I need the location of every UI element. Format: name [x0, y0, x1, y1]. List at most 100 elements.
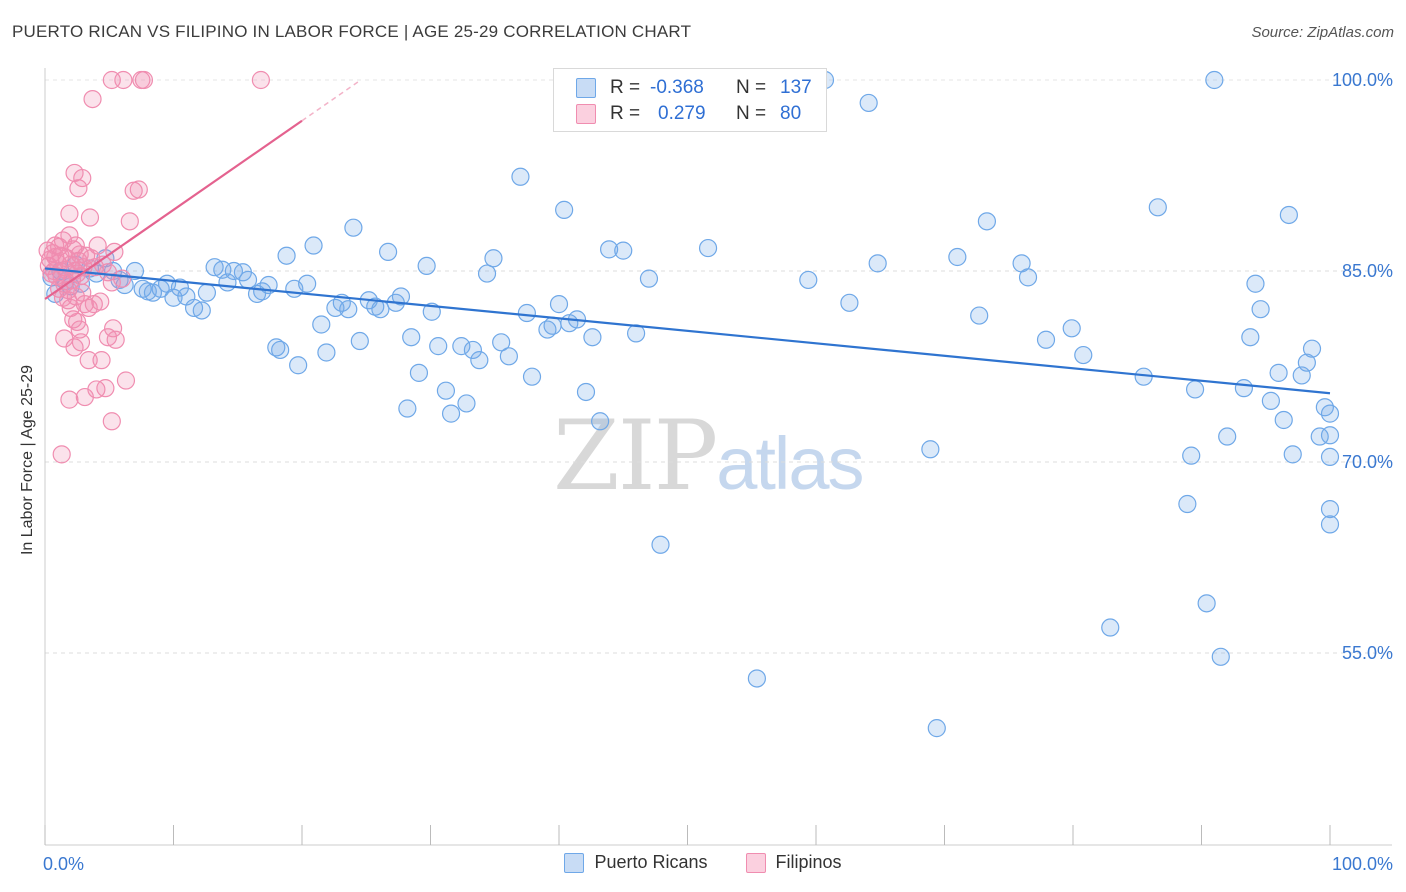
puerto-rican-point [312, 315, 331, 334]
puerto-rican-point [576, 382, 596, 402]
puerto-rican-point [366, 297, 385, 316]
puerto-rican-point [868, 254, 887, 273]
filipino-point [86, 258, 105, 277]
x-tick-label: 0.0% [43, 854, 84, 874]
puerto-rican-point [271, 340, 290, 360]
filipino-point [116, 371, 136, 390]
legend-n-label: N = [736, 77, 767, 98]
grid-lines [45, 79, 1392, 654]
correlation-legend: R = -0.368 N = 137 R = 0.279 N = 80 [553, 68, 827, 132]
puerto-rican-point [1205, 70, 1224, 90]
filipino-point [129, 180, 148, 199]
puerto-rican-point [517, 303, 536, 323]
puerto-rican-point [1062, 319, 1081, 338]
filipino-point [120, 212, 139, 231]
legend-item-label: Filipinos [775, 852, 842, 872]
puerto-rican-point [1178, 494, 1197, 514]
puerto-rican-point [402, 328, 421, 347]
puerto-rican-point [457, 394, 476, 413]
filipino-point [96, 379, 115, 398]
filipino-point [60, 390, 79, 409]
puerto-rican-point [927, 719, 946, 738]
legend-n-value: 137 [780, 77, 812, 98]
puerto-rican-point [417, 256, 436, 276]
puerto-rican-point [555, 200, 574, 219]
puerto-rican-point [1182, 446, 1201, 465]
filipino-point [82, 249, 101, 268]
puerto-rican-point [429, 337, 448, 356]
puerto-rican-point [1320, 404, 1340, 423]
puerto-rican-point [470, 351, 489, 370]
puerto-rican-point [1320, 426, 1340, 445]
puerto-rican-point [391, 287, 411, 306]
puerto-rican-point [350, 331, 369, 351]
puerto-rican-point [511, 167, 530, 186]
puerto-rican-point [639, 269, 659, 288]
puerto-rican-point [409, 363, 429, 382]
puerto-rican-point [799, 270, 818, 290]
legend-item-filipinos: Filipinos [745, 852, 842, 873]
filipino-point [106, 330, 125, 349]
tick-labels: 55.0% 70.0% 85.0% 100.0% 0.0% 100.0% [43, 70, 1393, 874]
puerto-rican-point [317, 343, 336, 362]
filipino-point [71, 333, 91, 352]
puerto-rican-point [371, 300, 390, 319]
puerto-ricans-points [42, 70, 1340, 738]
puerto-rican-point [1274, 410, 1293, 430]
filipino-point [60, 226, 79, 245]
filipino-point [60, 204, 79, 223]
puerto-rican-point [277, 246, 296, 265]
filipino-point [66, 236, 85, 255]
puerto-rican-point [164, 288, 183, 307]
puerto-rican-point [452, 337, 471, 356]
puerto-rican-point [441, 404, 461, 423]
puerto-rican-point [398, 399, 417, 418]
filipino-point [52, 445, 71, 464]
puerto-rican-point [1036, 330, 1056, 349]
y-axis-label: In Labor Force | Age 25-29 [19, 364, 36, 556]
puerto-ricans-trend-line [44, 267, 1331, 395]
puerto-rican-point [1246, 274, 1265, 293]
puerto-rican-point [1251, 300, 1270, 319]
filipino-point [69, 179, 88, 198]
filipino-point [92, 351, 111, 370]
puerto-rican-point [1241, 328, 1260, 347]
axes [44, 68, 1392, 846]
filipino-point [114, 70, 133, 90]
legend-r-label: R = [610, 103, 641, 124]
puerto-rican-point [1320, 515, 1340, 534]
legend-swatch-pink [745, 852, 766, 873]
puerto-rican-point [1297, 353, 1316, 372]
puerto-rican-point [840, 293, 859, 312]
puerto-rican-point [977, 212, 997, 231]
puerto-rican-point [1320, 447, 1340, 467]
puerto-rican-point [1261, 391, 1280, 410]
puerto-rican-point [1283, 445, 1302, 464]
filipino-point [112, 269, 132, 288]
trend-lines [44, 80, 1331, 395]
puerto-rican-point [614, 241, 633, 260]
puerto-rican-point [698, 238, 718, 258]
legend-swatch-blue [564, 852, 585, 873]
filipino-point [73, 283, 92, 302]
series-legend: Puerto Ricans Filipinos [0, 852, 1406, 873]
filipino-point [104, 319, 123, 338]
puerto-rican-point [1211, 647, 1230, 666]
puerto-rican-point [921, 440, 940, 459]
y-tick-label: 55.0% [1342, 643, 1393, 663]
legend-n-label: N = [736, 103, 767, 124]
filipino-point [251, 70, 270, 90]
filipino-point [83, 89, 102, 109]
puerto-rican-point [1302, 339, 1322, 358]
legend-swatch-pink [576, 104, 596, 124]
legend-r-value: 0.279 [658, 103, 706, 124]
puerto-rican-point [1320, 500, 1340, 519]
puerto-rican-point [436, 381, 456, 400]
puerto-rican-point [378, 242, 398, 261]
puerto-rican-point [1234, 379, 1254, 398]
puerto-rican-point [339, 300, 358, 319]
puerto-rican-point [477, 264, 497, 283]
puerto-rican-point [948, 247, 967, 267]
puerto-rican-point [463, 340, 483, 360]
